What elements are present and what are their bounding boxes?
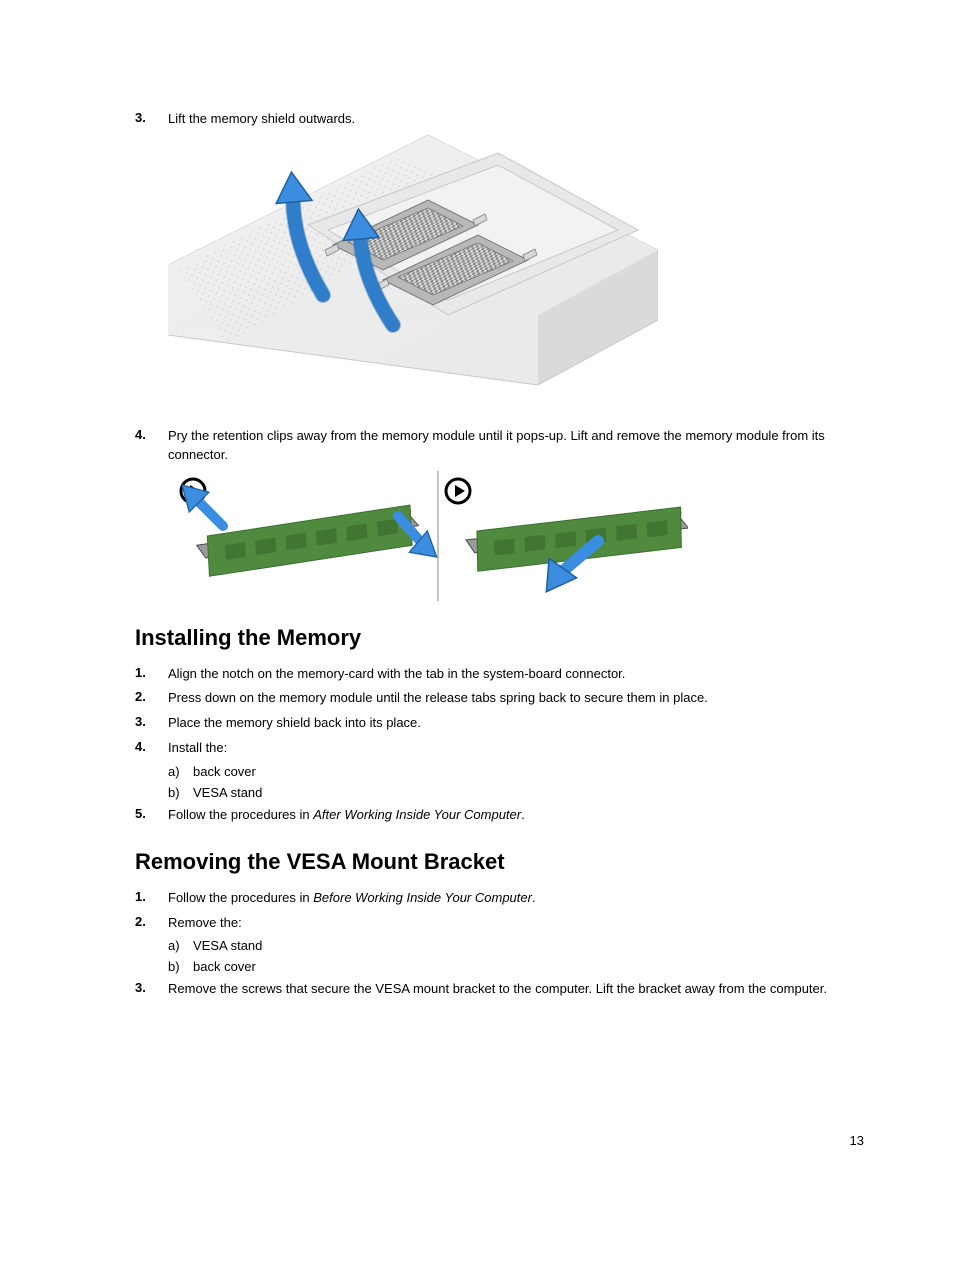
step-number: 3.	[135, 714, 168, 733]
step-text: Place the memory shield back into its pl…	[168, 714, 864, 733]
step-number: 2.	[135, 689, 168, 708]
install-step-1: 1. Align the notch on the memory-card wi…	[135, 665, 864, 684]
figure-memory-module	[168, 471, 864, 601]
text-prefix: Follow the procedures in	[168, 807, 313, 822]
sub-label: b)	[168, 959, 193, 974]
install-sub-b: b) VESA stand	[168, 785, 864, 800]
page-number: 13	[850, 1133, 864, 1148]
text-italic: After Working Inside Your Computer	[313, 807, 521, 822]
step-text: Align the notch on the memory-card with …	[168, 665, 864, 684]
remove-sub-a: a) VESA stand	[168, 938, 864, 953]
step-4: 4. Pry the retention clips away from the…	[135, 427, 864, 465]
sub-text: VESA stand	[193, 785, 262, 800]
heading-installing-memory: Installing the Memory	[135, 625, 864, 651]
heading-removing-vesa: Removing the VESA Mount Bracket	[135, 849, 864, 875]
figure-memory-shield	[168, 135, 864, 413]
step-number: 1.	[135, 889, 168, 908]
illustration-memory-shield	[168, 135, 658, 413]
step-text: Remove the:	[168, 914, 864, 933]
step-number: 2.	[135, 914, 168, 933]
step-number: 5.	[135, 806, 168, 825]
text-suffix: .	[532, 890, 536, 905]
step-text: Install the:	[168, 739, 864, 758]
step-text: Press down on the memory module until th…	[168, 689, 864, 708]
step-number: 4.	[135, 427, 168, 465]
sub-label: b)	[168, 785, 193, 800]
install-sub-a: a) back cover	[168, 764, 864, 779]
sub-text: VESA stand	[193, 938, 262, 953]
text-prefix: Follow the procedures in	[168, 890, 313, 905]
remove-step-2: 2. Remove the:	[135, 914, 864, 933]
remove-sub-b: b) back cover	[168, 959, 864, 974]
install-step-4: 4. Install the:	[135, 739, 864, 758]
sub-label: a)	[168, 764, 193, 779]
text-italic: Before Working Inside Your Computer	[313, 890, 532, 905]
step-number: 1.	[135, 665, 168, 684]
remove-step-3: 3. Remove the screws that secure the VES…	[135, 980, 864, 999]
install-step-3: 3. Place the memory shield back into its…	[135, 714, 864, 733]
step-text: Pry the retention clips away from the me…	[168, 427, 864, 465]
step-number: 4.	[135, 739, 168, 758]
install-step-2: 2. Press down on the memory module until…	[135, 689, 864, 708]
illustration-memory-module	[168, 471, 688, 601]
install-step-5: 5. Follow the procedures in After Workin…	[135, 806, 864, 825]
step-text: Lift the memory shield outwards.	[168, 110, 864, 129]
step-number: 3.	[135, 980, 168, 999]
step-text: Remove the screws that secure the VESA m…	[168, 980, 864, 999]
remove-step-1: 1. Follow the procedures in Before Worki…	[135, 889, 864, 908]
sub-text: back cover	[193, 959, 256, 974]
step-text: Follow the procedures in After Working I…	[168, 806, 864, 825]
step-text: Follow the procedures in Before Working …	[168, 889, 864, 908]
step-number: 3.	[135, 110, 168, 129]
text-suffix: .	[521, 807, 525, 822]
sub-text: back cover	[193, 764, 256, 779]
step-3: 3. Lift the memory shield outwards.	[135, 110, 864, 129]
sub-label: a)	[168, 938, 193, 953]
